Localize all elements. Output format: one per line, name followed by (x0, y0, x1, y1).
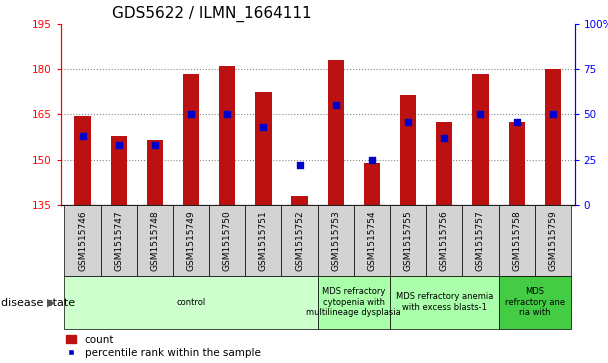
FancyBboxPatch shape (535, 205, 571, 276)
FancyBboxPatch shape (390, 205, 426, 276)
Point (331, 102, 340, 108)
FancyBboxPatch shape (499, 276, 571, 329)
Text: ▶: ▶ (47, 298, 56, 308)
Legend: count, percentile rank within the sample: count, percentile rank within the sample (66, 335, 261, 358)
FancyBboxPatch shape (390, 276, 499, 329)
Text: GSM1515746: GSM1515746 (78, 210, 87, 271)
Text: GSM1515756: GSM1515756 (440, 210, 449, 271)
Text: GSM1515758: GSM1515758 (512, 210, 521, 271)
Text: GSM1515752: GSM1515752 (295, 210, 304, 271)
Point (295, 162, 305, 168)
Text: MDS
refractory ane
ria with: MDS refractory ane ria with (505, 287, 565, 317)
Text: GSM1515747: GSM1515747 (114, 210, 123, 271)
Text: GSM1515750: GSM1515750 (223, 210, 232, 271)
Point (258, 124, 268, 130)
Point (367, 157, 377, 163)
FancyBboxPatch shape (317, 276, 390, 329)
FancyBboxPatch shape (463, 205, 499, 276)
Text: GSM1515755: GSM1515755 (404, 210, 413, 271)
Bar (508, 122, 525, 205)
Text: GDS5622 / ILMN_1664111: GDS5622 / ILMN_1664111 (112, 6, 312, 22)
Bar (472, 73, 489, 205)
Bar (255, 91, 272, 205)
Point (440, 135, 449, 141)
Bar (74, 116, 91, 205)
FancyBboxPatch shape (317, 205, 354, 276)
Bar (436, 122, 452, 205)
Bar (183, 73, 199, 205)
Bar (291, 196, 308, 205)
Text: GSM1515753: GSM1515753 (331, 210, 340, 271)
FancyBboxPatch shape (245, 205, 282, 276)
Point (150, 142, 160, 148)
Text: GSM1515757: GSM1515757 (476, 210, 485, 271)
FancyBboxPatch shape (64, 276, 317, 329)
Point (223, 111, 232, 117)
Bar (364, 163, 380, 205)
Text: GSM1515748: GSM1515748 (150, 210, 159, 271)
Point (475, 111, 485, 117)
Text: MDS refractory
cytopenia with
multilineage dysplasia: MDS refractory cytopenia with multilinea… (306, 287, 401, 317)
FancyBboxPatch shape (64, 205, 100, 276)
Text: control: control (176, 298, 206, 307)
FancyBboxPatch shape (137, 205, 173, 276)
Point (403, 119, 413, 125)
FancyBboxPatch shape (282, 205, 317, 276)
Text: GSM1515749: GSM1515749 (187, 210, 196, 271)
Bar (147, 140, 163, 205)
Bar (400, 95, 416, 205)
Point (512, 119, 522, 125)
Text: MDS refractory anemia
with excess blasts-1: MDS refractory anemia with excess blasts… (396, 293, 493, 312)
Point (548, 111, 558, 117)
Text: disease state: disease state (1, 298, 75, 308)
Text: GSM1515754: GSM1515754 (367, 210, 376, 271)
FancyBboxPatch shape (426, 205, 463, 276)
FancyBboxPatch shape (173, 205, 209, 276)
Point (114, 142, 123, 148)
Bar (219, 66, 235, 205)
FancyBboxPatch shape (499, 205, 535, 276)
FancyBboxPatch shape (100, 205, 137, 276)
Bar (111, 135, 127, 205)
Bar (545, 69, 561, 205)
Point (186, 111, 196, 117)
FancyBboxPatch shape (354, 205, 390, 276)
FancyBboxPatch shape (209, 205, 245, 276)
Bar (328, 60, 344, 205)
Point (78, 133, 88, 139)
Text: GSM1515751: GSM1515751 (259, 210, 268, 271)
Text: GSM1515759: GSM1515759 (548, 210, 558, 271)
